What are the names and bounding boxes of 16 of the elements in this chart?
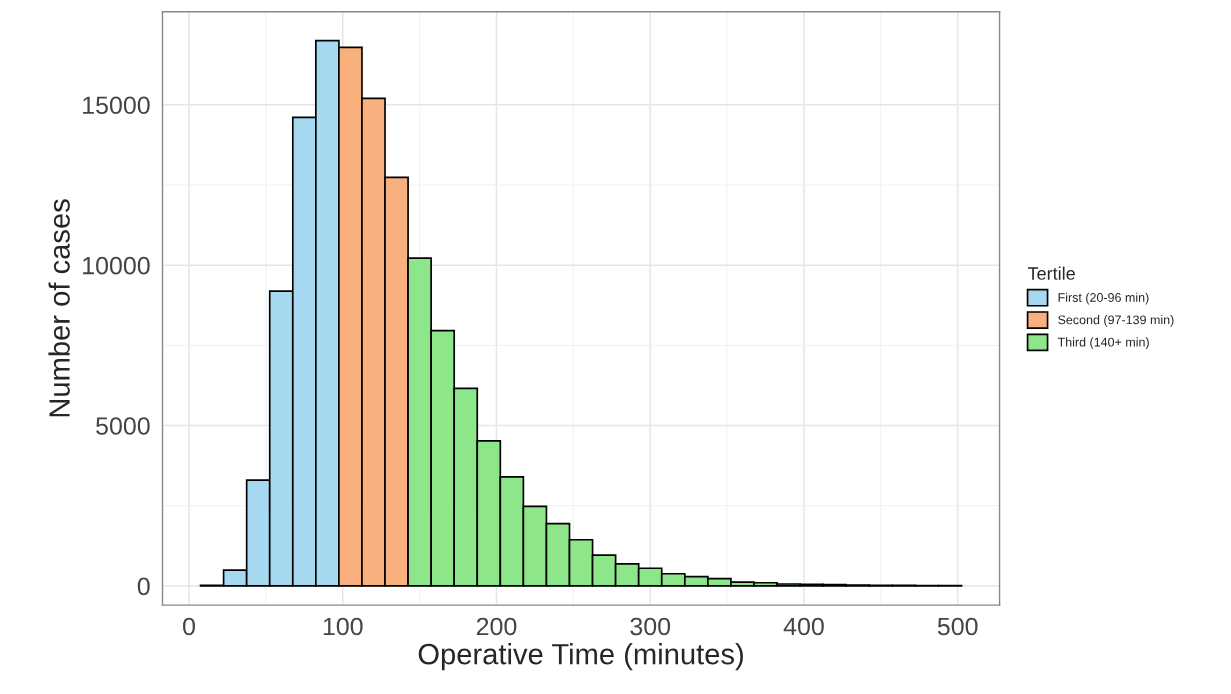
x-tick-label: 300	[630, 617, 671, 636]
legend-label: First (20-96 min)	[1058, 292, 1149, 305]
legend-label: Third (140+ min)	[1057, 337, 1149, 350]
x-tick-label: 0	[183, 617, 195, 636]
y-tick-label: 15000	[83, 96, 150, 115]
x-tick-label: 100	[323, 617, 363, 636]
legend-title: Tertile	[1027, 266, 1075, 280]
x-tick-label: 500	[937, 617, 978, 636]
x-tick-label: 400	[783, 617, 824, 636]
legend-label: Second (97-139 min)	[1058, 315, 1174, 327]
y-tick-label: 10000	[83, 256, 150, 275]
x-axis-title: Operative Time (minutes)	[418, 643, 743, 671]
y-tick-label: 5000	[96, 417, 150, 435]
y-axis-title: Number of cases	[48, 199, 70, 417]
x-tick-label: 200	[476, 617, 517, 636]
y-tick-label: 0	[137, 577, 150, 596]
